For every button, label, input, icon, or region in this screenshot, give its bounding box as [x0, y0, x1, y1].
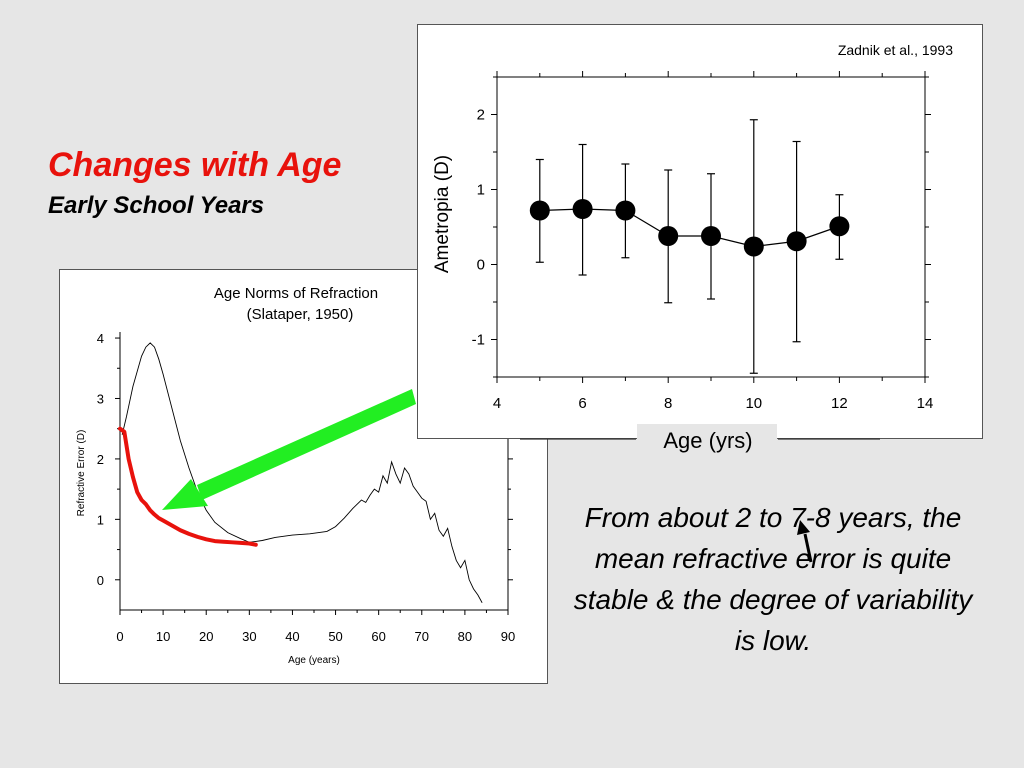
- y-tick-label: -1: [472, 332, 485, 349]
- slataper-chart-panel: Age Norms of Refraction (Slataper, 1950)…: [59, 269, 548, 684]
- y-tick-label: 1: [97, 512, 104, 527]
- y-tick-label: 4: [97, 331, 104, 346]
- y-tick-label: 0: [97, 573, 104, 588]
- x-tick-label: 60: [371, 629, 385, 644]
- red-highlight-curve: [118, 426, 258, 547]
- x-tick-label: 80: [458, 629, 472, 644]
- data-point: [572, 199, 593, 219]
- y-axis-label: Refractive Error (D): [76, 430, 87, 517]
- green-arrow-head: [162, 479, 208, 510]
- zadnik-chart-panel: Zadnik et al., 1993 Ametropia (D) 4 6 8 10 1…: [417, 24, 983, 439]
- x-tick-label: 4: [493, 395, 501, 412]
- data-point: [829, 216, 850, 237]
- zadnik-chart: Zadnik et al., 1993 Ametropia (D) 4 6 8 10 1…: [432, 42, 953, 412]
- data-point: [701, 226, 721, 246]
- x-tick-label: 90: [501, 629, 515, 644]
- chart-title: Age Norms of Refraction: [214, 285, 378, 302]
- chart-subtitle: (Slataper, 1950): [247, 306, 354, 323]
- x-axis-label: Age (years): [288, 655, 340, 666]
- x-tick-label: 12: [831, 395, 848, 412]
- refraction-curve: [121, 342, 483, 603]
- x-tick-label: 6: [578, 395, 586, 412]
- slide-title: Changes with Age: [48, 146, 342, 184]
- x-tick-label: 0: [116, 629, 123, 644]
- x-tick-label: 40: [285, 629, 299, 644]
- data-point: [743, 236, 764, 257]
- y-tick-label: 1: [477, 182, 485, 199]
- chart-annotation: Zadnik et al., 1993: [838, 42, 953, 58]
- y-axis-label: Ametropia (D): [432, 155, 453, 273]
- x-tick-label: 70: [415, 629, 429, 644]
- pointer-arrow-head: [797, 520, 810, 535]
- slide-subtitle: Early School Years: [48, 192, 265, 219]
- slataper-chart: Age Norms of Refraction (Slataper, 1950)…: [76, 285, 515, 666]
- pointer-arrow-shaft: [803, 533, 813, 563]
- x-tick-label: 20: [199, 629, 213, 644]
- data-point: [615, 200, 636, 221]
- data-point: [658, 226, 679, 246]
- x-tick-label: 30: [242, 629, 256, 644]
- y-tick-label: 3: [97, 391, 104, 406]
- x-tick-label: 8: [664, 395, 672, 412]
- y-tick-label: 2: [97, 452, 104, 467]
- x-tick-label: 50: [328, 629, 342, 644]
- data-point: [786, 231, 807, 252]
- x-tick-label: 10: [156, 629, 170, 644]
- data-point: [529, 200, 550, 221]
- y-tick-label: 0: [477, 257, 485, 274]
- green-arrow-shaft: [197, 389, 416, 500]
- body-text: From about 2 to 7-8 years, the mean refr…: [573, 502, 973, 656]
- x-tick-label: 10: [745, 395, 762, 412]
- x-tick-label: 14: [917, 395, 934, 412]
- y-tick-label: 2: [477, 107, 485, 124]
